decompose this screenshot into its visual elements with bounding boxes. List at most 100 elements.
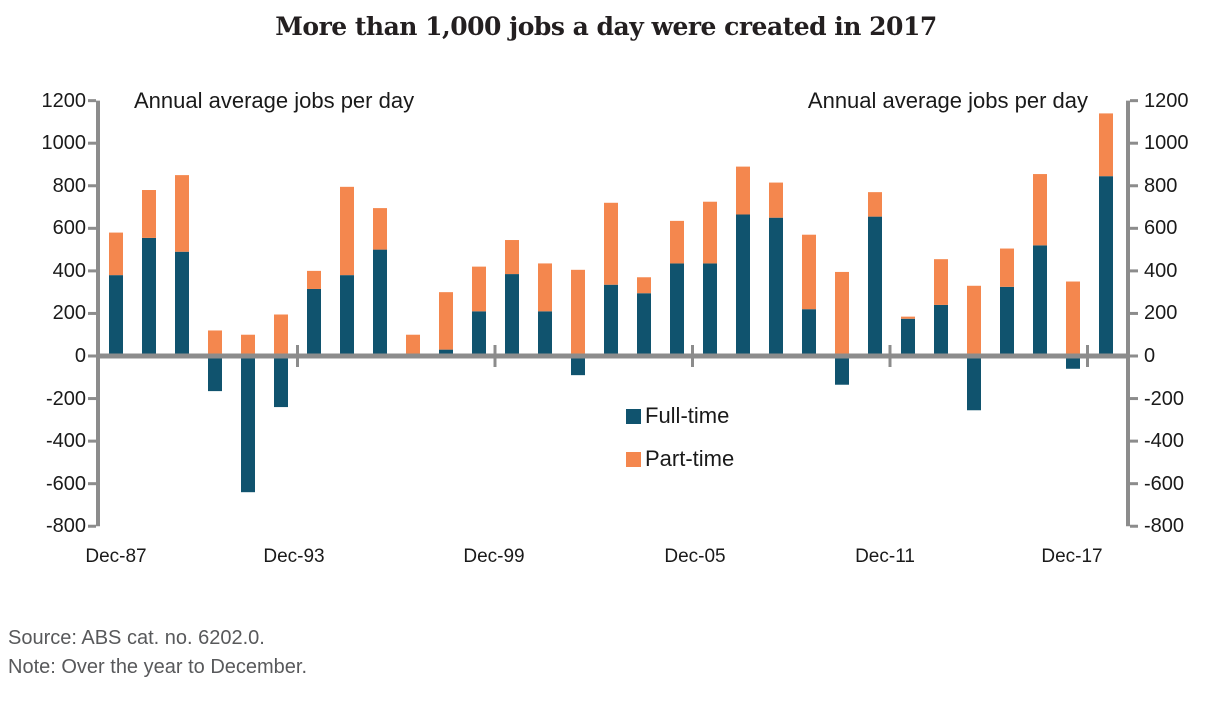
bar-full-time [967, 356, 981, 411]
bar-part-time [835, 271, 849, 356]
bar-part-time [637, 277, 651, 294]
bar-part-time [241, 334, 255, 356]
bar-part-time [373, 208, 387, 250]
page-title: More than 1,000 jobs a day were created … [275, 12, 937, 41]
bar-part-time [142, 190, 156, 238]
x-axis-label: Dec-17 [1041, 546, 1103, 567]
bar-part-time [802, 234, 816, 310]
bar-part-time [208, 330, 222, 356]
right-axis-tick [1130, 524, 1138, 528]
bar-full-time [1099, 176, 1113, 356]
y-axis-labels-right: 1200 1000 800 600 400 200 0 -200 -400 -600 -800 [1144, 0, 1212, 702]
note-text: Note: Over the year to December. [8, 656, 308, 678]
left-axis-tick [88, 524, 96, 528]
bar-part-time [340, 186, 354, 276]
right-axis-annotation: Annual average jobs per day [807, 88, 1088, 113]
y-axis-label: 600 [52, 217, 86, 240]
bar-full-time [472, 311, 486, 356]
bar-full-time [934, 304, 948, 356]
y-axis-label: 1000 [41, 132, 87, 155]
y-axis-label: 800 [52, 174, 86, 197]
bar-part-time [109, 232, 123, 276]
y-axis-label: -400 [1144, 430, 1185, 453]
left-axis-tick [88, 269, 96, 273]
left-axis-tick [88, 99, 96, 103]
bar-part-time [274, 314, 288, 356]
legend: Full-time Part-time [626, 401, 734, 474]
right-axis-tick [1130, 482, 1138, 486]
bar-part-time [505, 240, 519, 275]
bar-full-time [670, 263, 684, 356]
legend-item: Part-time [626, 444, 734, 474]
bar-full-time [340, 275, 354, 356]
zero-axis-line [96, 353, 1130, 359]
bar-part-time [769, 182, 783, 218]
bar-full-time [703, 263, 717, 356]
y-axis-label: -800 [1144, 515, 1185, 538]
right-axis-tick [1130, 311, 1138, 315]
bar-part-time [1000, 248, 1014, 287]
bar-full-time [736, 214, 750, 356]
y-axis-label: -400 [45, 430, 86, 453]
bar-full-time [274, 356, 288, 408]
y-axis-label: 1200 [41, 89, 87, 112]
y-axis-label: 200 [1144, 302, 1178, 325]
left-axis-tick [88, 439, 96, 443]
bar-full-time [505, 274, 519, 356]
right-axis-tick [1130, 439, 1138, 443]
bar-full-time [142, 237, 156, 356]
bar-part-time [1099, 113, 1113, 177]
left-axis-tick [88, 397, 96, 401]
bar-full-time [208, 356, 222, 392]
bar-part-time [604, 202, 618, 285]
y-axis-label: 400 [1144, 259, 1178, 282]
source-text: Source: ABS cat. no. 6202.0. [8, 627, 265, 649]
bar-part-time [571, 269, 585, 356]
left-axis-tick [88, 482, 96, 486]
bar-part-time [934, 259, 948, 305]
bar-part-time [472, 266, 486, 312]
bar-part-time [736, 166, 750, 215]
bar-full-time [109, 275, 123, 356]
left-axis-annotation: Annual average jobs per day [134, 88, 415, 113]
bar-part-time [670, 220, 684, 264]
y-axis-label: -800 [45, 515, 86, 538]
right-axis-tick [1130, 99, 1138, 103]
left-axis-tick [88, 226, 96, 230]
y-axis-label: -600 [1144, 472, 1185, 495]
bar-part-time [175, 175, 189, 252]
bar-full-time [307, 288, 321, 356]
bar-full-time [901, 318, 915, 356]
bar-full-time [175, 251, 189, 356]
x-axis-label: Dec-05 [664, 546, 726, 567]
left-axis-tick [88, 184, 96, 188]
bar-part-time [703, 201, 717, 264]
y-axis-label: -200 [1144, 387, 1185, 410]
y-axis-label: 1200 [1144, 89, 1189, 112]
bar-part-time [439, 292, 453, 350]
bar-full-time [868, 216, 882, 356]
bar-full-time [769, 217, 783, 356]
right-axis-tick [1130, 269, 1138, 273]
right-axis-tick [1130, 354, 1138, 358]
right-axis-line [1126, 100, 1130, 527]
y-axis-label: 0 [1144, 345, 1156, 367]
bar-full-time [571, 356, 585, 376]
bar-full-time [1033, 245, 1047, 356]
bar-full-time [538, 311, 552, 356]
bar-full-time [1066, 356, 1080, 369]
y-axis-labels-left: 1200 1000 800 600 400 200 0 -200 -400 -600 -800 [0, 0, 87, 702]
bar-full-time [439, 349, 453, 356]
left-axis-tick [88, 354, 96, 358]
legend-item: Full-time [626, 401, 734, 431]
y-axis-label: -600 [45, 472, 86, 495]
bar-part-time [1033, 174, 1047, 246]
footnotes: Source: ABS cat. no. 6202.0. Note: Over … [8, 624, 307, 682]
legend-label: Full-time [645, 403, 730, 428]
right-axis-tick [1130, 226, 1138, 230]
x-axis-label: Dec-93 [263, 546, 325, 567]
right-axis-tick [1130, 141, 1138, 145]
bar-part-time [1066, 281, 1080, 356]
